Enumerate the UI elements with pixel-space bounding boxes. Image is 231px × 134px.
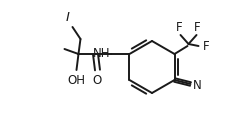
Text: F: F (176, 21, 182, 34)
Text: O: O (92, 74, 102, 87)
Text: I: I (65, 11, 69, 24)
Text: F: F (202, 40, 208, 53)
Text: NH: NH (93, 46, 110, 59)
Text: OH: OH (67, 74, 85, 87)
Text: N: N (192, 79, 201, 92)
Text: F: F (193, 21, 200, 34)
